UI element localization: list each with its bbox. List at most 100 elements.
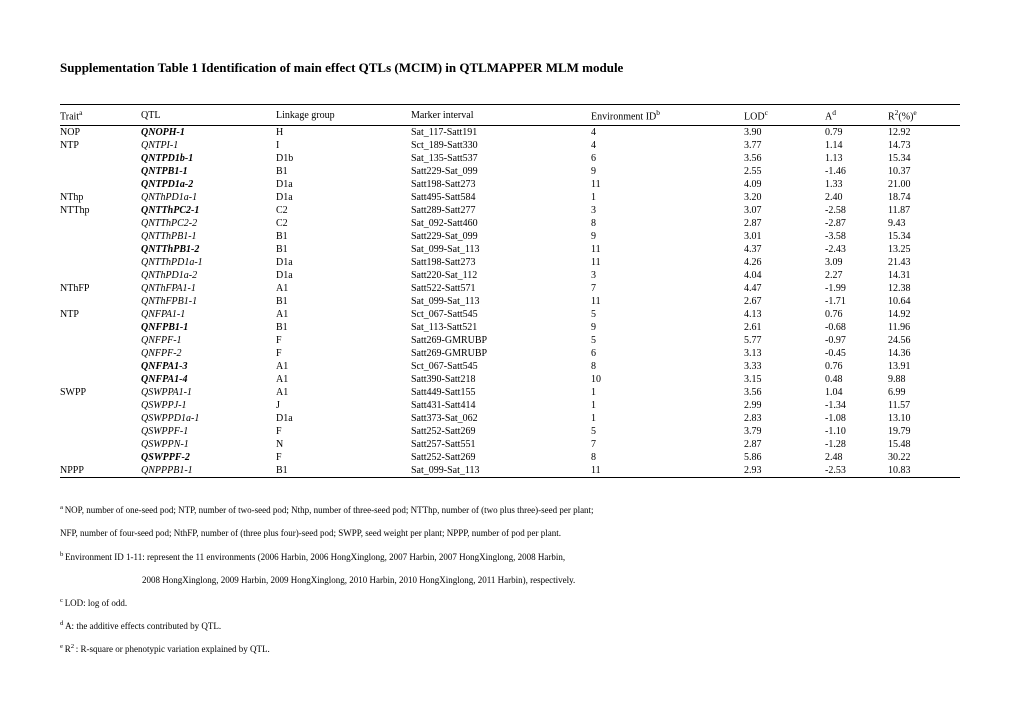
table-cell: Sat_113-Satt521 [411, 321, 591, 334]
table-cell: QNTPD1a-2 [141, 178, 276, 191]
table-cell: Satt289-Satt277 [411, 204, 591, 217]
table-cell: QNTThPC2-2 [141, 217, 276, 230]
table-cell: 11 [591, 243, 744, 256]
table-cell: 2.93 [744, 464, 825, 478]
table-cell: Sat_092-Satt460 [411, 217, 591, 230]
table-cell: F [276, 425, 411, 438]
table-cell: 13.91 [888, 360, 960, 373]
table-cell: B1 [276, 165, 411, 178]
table-cell: 9 [591, 165, 744, 178]
table-cell: 2.99 [744, 399, 825, 412]
footnote-d: d A: the additive effects contributed by… [60, 618, 960, 635]
table-cell: 2.87 [744, 438, 825, 451]
footnote-b-line2: 2008 HongXinglong, 2009 Harbin, 2009 Hon… [60, 572, 960, 589]
table-cell: QNTThPD1a-1 [141, 256, 276, 269]
table-cell: A1 [276, 308, 411, 321]
table-cell: Satt220-Sat_112 [411, 269, 591, 282]
table-row: NTThpQNTThPC2-1C2Satt289-Satt27733.07-2.… [60, 204, 960, 217]
table-row: QNThFPB1-1B1Sat_099-Sat_113112.67-1.7110… [60, 295, 960, 308]
table-row: SWPPQSWPPA1-1A1Satt449-Satt15513.561.046… [60, 386, 960, 399]
table-cell: 2.61 [744, 321, 825, 334]
table-cell: 3.20 [744, 191, 825, 204]
table-row: NTPQNTPI-1ISct_189-Satt33043.771.1414.73 [60, 139, 960, 152]
table-body: NOPQNOPH-1HSat_117-Satt19143.900.7912.92… [60, 126, 960, 478]
table-row: QNFPA1-4A1Satt390-Satt218103.150.489.88 [60, 373, 960, 386]
table-cell: 11 [591, 178, 744, 191]
table-cell: 3.56 [744, 152, 825, 165]
table-cell: 15.48 [888, 438, 960, 451]
table-cell: QNThFPA1-1 [141, 282, 276, 295]
table-cell: Satt495-Satt584 [411, 191, 591, 204]
table-cell: -1.71 [825, 295, 888, 308]
table-header-row: Traita QTL Linkage group Marker interval… [60, 105, 960, 126]
table-cell [60, 178, 141, 191]
table-cell [60, 217, 141, 230]
table-cell: 14.73 [888, 139, 960, 152]
table-cell: QNFPB1-1 [141, 321, 276, 334]
table-cell [60, 295, 141, 308]
table-cell: Satt522-Satt571 [411, 282, 591, 295]
table-cell: B1 [276, 295, 411, 308]
header-lod: LODc [744, 105, 825, 126]
table-row: QSWPPJ-1JSatt431-Satt41412.99-1.3411.57 [60, 399, 960, 412]
table-cell [60, 425, 141, 438]
table-cell: 4.09 [744, 178, 825, 191]
table-cell: Satt229-Sat_099 [411, 230, 591, 243]
table-cell: -1.99 [825, 282, 888, 295]
table-row: QNThPD1a-2D1aSatt220-Sat_11234.042.2714.… [60, 269, 960, 282]
footnote-b-line1: b Environment ID 1-11: represent the 11 … [60, 549, 960, 566]
table-cell: 2.87 [744, 217, 825, 230]
table-cell: NThp [60, 191, 141, 204]
table-cell: 5.86 [744, 451, 825, 464]
table-cell: 4.26 [744, 256, 825, 269]
table-cell: 2.40 [825, 191, 888, 204]
table-cell: QNTPB1-1 [141, 165, 276, 178]
table-cell: J [276, 399, 411, 412]
table-cell: 9.43 [888, 217, 960, 230]
table-cell: -2.87 [825, 217, 888, 230]
table-cell: H [276, 126, 411, 140]
footnote-a-line1: a NOP, number of one-seed pod; NTP, numb… [60, 502, 960, 519]
table-cell: -3.58 [825, 230, 888, 243]
table-cell: F [276, 347, 411, 360]
table-cell: 1.33 [825, 178, 888, 191]
table-cell [60, 256, 141, 269]
table-row: NThFPQNThFPA1-1A1Satt522-Satt57174.47-1.… [60, 282, 960, 295]
table-cell: -2.43 [825, 243, 888, 256]
table-cell: 15.34 [888, 230, 960, 243]
table-cell: 0.76 [825, 360, 888, 373]
table-cell: D1a [276, 256, 411, 269]
table-cell: Sat_117-Satt191 [411, 126, 591, 140]
table-cell: 13.10 [888, 412, 960, 425]
table-cell: Satt431-Satt414 [411, 399, 591, 412]
table-cell: 3.07 [744, 204, 825, 217]
table-cell: 3.79 [744, 425, 825, 438]
table-cell: 15.34 [888, 152, 960, 165]
table-cell: A1 [276, 282, 411, 295]
table-cell: 14.92 [888, 308, 960, 321]
table-cell: 9 [591, 321, 744, 334]
table-cell: 3.77 [744, 139, 825, 152]
table-cell [60, 152, 141, 165]
header-marker-interval: Marker interval [411, 105, 591, 126]
table-cell: 4.47 [744, 282, 825, 295]
table-cell: 5 [591, 308, 744, 321]
table-cell: 1.13 [825, 152, 888, 165]
qtl-table: Traita QTL Linkage group Marker interval… [60, 104, 960, 478]
table-cell: Satt252-Satt269 [411, 451, 591, 464]
table-cell: -1.10 [825, 425, 888, 438]
table-cell: QNPPPB1-1 [141, 464, 276, 478]
table-row: QNFPB1-1B1Sat_113-Satt52192.61-0.6811.96 [60, 321, 960, 334]
table-cell: QNFPA1-1 [141, 308, 276, 321]
table-cell: 1 [591, 412, 744, 425]
table-row: QNFPF-2FSatt269-GMRUBP63.13-0.4514.36 [60, 347, 960, 360]
table-cell: 6 [591, 152, 744, 165]
table-cell: 11 [591, 295, 744, 308]
header-a: Ad [825, 105, 888, 126]
table-cell [60, 165, 141, 178]
table-cell: F [276, 334, 411, 347]
table-cell: 11.87 [888, 204, 960, 217]
table-cell: -0.97 [825, 334, 888, 347]
table-cell: QSWPPD1a-1 [141, 412, 276, 425]
table-cell: Sct_189-Satt330 [411, 139, 591, 152]
